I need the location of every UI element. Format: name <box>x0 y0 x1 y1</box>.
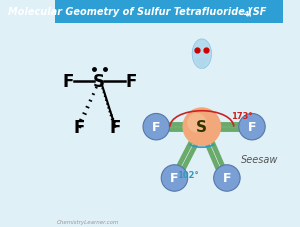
Polygon shape <box>196 59 208 69</box>
Text: F: F <box>170 172 179 185</box>
Text: ChemistryLearner.com: ChemistryLearner.com <box>57 219 119 224</box>
Circle shape <box>182 108 221 146</box>
Circle shape <box>187 114 207 133</box>
Text: 102°: 102° <box>177 170 199 179</box>
Text: Seesaw: Seesaw <box>241 154 279 164</box>
Text: F: F <box>125 73 137 91</box>
Text: 4: 4 <box>243 11 248 17</box>
Text: F: F <box>248 121 256 134</box>
Text: F: F <box>63 73 74 91</box>
Circle shape <box>161 165 188 191</box>
Circle shape <box>214 165 240 191</box>
Text: F: F <box>152 121 160 134</box>
FancyBboxPatch shape <box>55 0 283 24</box>
Text: 173°: 173° <box>232 111 253 120</box>
Text: ): ) <box>246 7 251 17</box>
Text: F: F <box>223 172 231 185</box>
Text: S: S <box>93 73 105 91</box>
Circle shape <box>143 114 170 140</box>
Ellipse shape <box>192 40 212 69</box>
Text: S: S <box>196 120 207 135</box>
Circle shape <box>239 114 265 140</box>
Text: F: F <box>110 118 121 136</box>
Text: Molecular Geometry of Sulfur Tetrafluoride (SF: Molecular Geometry of Sulfur Tetrafluori… <box>8 7 266 17</box>
Text: F: F <box>73 118 84 136</box>
